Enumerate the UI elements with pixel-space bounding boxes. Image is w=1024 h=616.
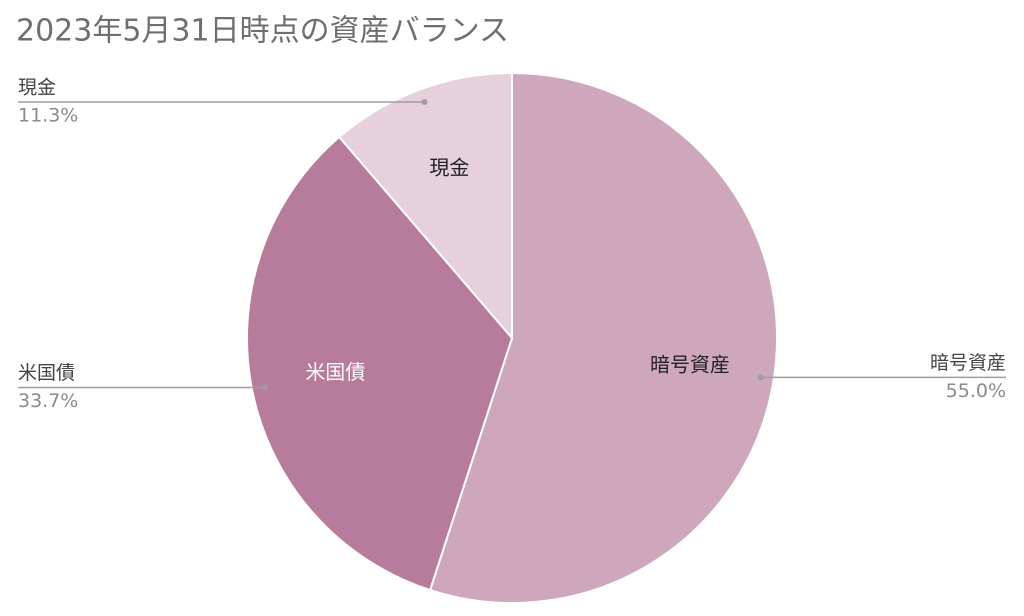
outer-label: 現金 (18, 76, 56, 98)
leader-dot (262, 384, 269, 391)
value-label: 11.3% (18, 104, 78, 126)
pie-slice (337, 71, 513, 341)
slice-label: 米国債 (305, 360, 365, 384)
slice-label: 暗号資産 (650, 353, 730, 377)
leader-dot (757, 374, 764, 381)
outer-label: 暗号資産 (930, 352, 1006, 374)
slice-label: 現金 (429, 156, 469, 180)
value-label: 55.0% (946, 380, 1006, 402)
leader-dot (421, 98, 428, 105)
outer-label: 米国債 (18, 362, 75, 384)
pie-slice (428, 71, 778, 604)
pie-slice (246, 135, 514, 592)
chart-title: 2023年5月31日時点の資産バランス (16, 14, 509, 49)
value-label: 33.7% (18, 390, 78, 412)
